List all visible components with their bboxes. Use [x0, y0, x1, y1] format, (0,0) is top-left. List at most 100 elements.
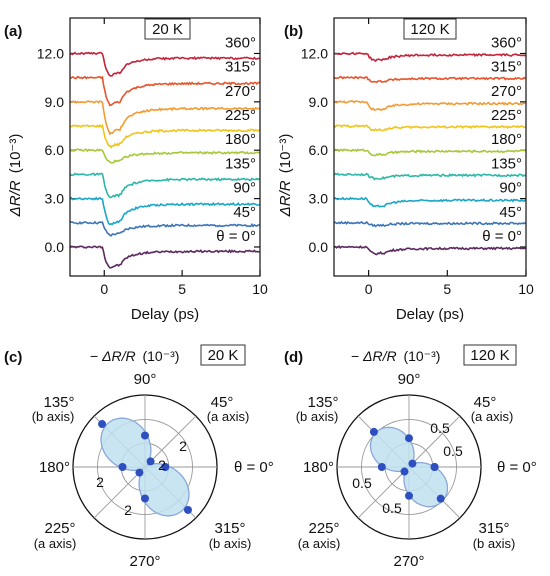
- panel-a-ytick-label: 0.0: [45, 239, 65, 255]
- panel-b-trace: [333, 75, 526, 84]
- panel-b-ytick-label: 6.0: [309, 142, 329, 158]
- panel-a-trace-label: 360°: [225, 34, 256, 51]
- svg-text:ΔR/R (10⁻³): ΔR/R (10⁻³): [277, 134, 294, 218]
- panel-d-data-point: [369, 427, 378, 436]
- panel-a-trace: [70, 100, 260, 136]
- panel-d-title-text: ΔR/R: [362, 348, 397, 364]
- panel-c-title-prefix: −: [90, 348, 98, 364]
- panel-c-data-point: [98, 420, 107, 429]
- panel-a-trace: [69, 51, 260, 77]
- panel-d-title-unit: (10⁻³): [403, 348, 440, 364]
- panel-c-label-225: 225°: [44, 520, 75, 537]
- panel-a-trace: [69, 220, 260, 237]
- panel-a-ytick-label: 9.0: [45, 94, 65, 110]
- panel-c-title-text: ΔR/R: [101, 348, 136, 364]
- panel-c-temp: 20 K: [208, 347, 239, 364]
- panel-d-spoke: [408, 415, 461, 468]
- panel-b-xtick-label: 5: [443, 281, 451, 297]
- panel-b-trace: [333, 124, 526, 132]
- panel-b-ytick-label: 0.0: [309, 239, 329, 255]
- panel-d-data-point: [436, 494, 445, 503]
- panel-d-label-225-axis: (a axis): [298, 536, 341, 551]
- panel-b-trace: [333, 196, 526, 208]
- panel-c-data-point: [183, 505, 192, 514]
- panel-c-title: − ΔR/R (10⁻³): [90, 348, 179, 364]
- panel-c-label-45-axis: (a axis): [207, 409, 250, 424]
- panel-c: (c) − ΔR/R (10⁻³) 20 K 90° 270° θ = 0° 1…: [4, 344, 274, 570]
- panel-a-trace-label: 90°: [233, 180, 256, 197]
- panel-c-label-135: 135°: [43, 394, 74, 411]
- panel-a-trace: [69, 196, 260, 226]
- panel-a-ylabel-unit: (10⁻³): [7, 134, 24, 174]
- panel-c-label-135-axis: (b axis): [32, 409, 75, 424]
- panel-c-label-315: 315°: [214, 520, 245, 537]
- panel-a-trace-label: 225°: [225, 107, 256, 124]
- panel-a-trace: [69, 172, 260, 199]
- panel-a-trace-label: 45°: [233, 204, 256, 221]
- panel-b-ylabel-unit: (10⁻³): [277, 134, 294, 174]
- panel-d-temp-box: [463, 344, 517, 366]
- panel-b-ylabel: ΔR/R (10⁻³): [277, 134, 294, 218]
- panel-b-trace-label: 135°: [491, 155, 522, 172]
- panel-b-frame: [333, 17, 527, 277]
- svg-text:ΔR/R (10⁻³): ΔR/R (10⁻³): [7, 134, 24, 218]
- panel-a-trace: [69, 148, 260, 164]
- panel-d-label-180: 180°: [303, 459, 334, 476]
- panel-d-label-225: 225°: [308, 520, 339, 537]
- panel-a-trace: [69, 123, 260, 149]
- panel-d-label-315: 315°: [478, 520, 509, 537]
- panel-d-data-point: [405, 491, 413, 500]
- panel-d: (d) − ΔR/R (10⁻³) 120 K 90° 270° θ = 0° …: [284, 344, 537, 570]
- panel-c-data-point: [141, 494, 149, 503]
- panel-b-ytick-label: 3.0: [309, 191, 329, 207]
- panel-d-ring-label-3: 0.5: [352, 475, 372, 491]
- panel-c-label-180: 180°: [39, 459, 70, 476]
- panel-c-label-45: 45°: [211, 394, 234, 411]
- panel-a-xtick-label: 5: [178, 281, 186, 297]
- panel-b-trace: [333, 172, 526, 181]
- panel-b-trace-label: 225°: [491, 107, 522, 124]
- panel-a-ylabel: ΔR/R (10⁻³): [7, 134, 24, 218]
- panel-d-data-point: [408, 459, 417, 468]
- panel-d-label-0: θ = 0°: [497, 459, 537, 476]
- panel-c-polar: [72, 394, 218, 540]
- panel-b-xtick-label: 0: [365, 281, 373, 297]
- panel-a-letter: (a): [4, 23, 22, 40]
- panel-c-letter: (c): [4, 349, 22, 366]
- panel-d-ring-label-4: 0.5: [382, 500, 402, 516]
- panel-c-label-270: 270°: [129, 553, 160, 570]
- panel-d-data-point: [400, 467, 409, 476]
- panel-d-polar: [336, 394, 482, 540]
- panel-a-ytick-label: 12.0: [37, 45, 64, 61]
- panel-a-frame: [69, 17, 261, 277]
- panel-b-temp-box: [403, 18, 457, 40]
- panel-c-label-315-axis: (b axis): [209, 536, 252, 551]
- panel-a-ytick-label: 6.0: [45, 142, 65, 158]
- panel-a-trace-label: 135°: [225, 155, 256, 172]
- panel-c-spoke: [144, 415, 197, 468]
- panel-d-letter: (d): [284, 349, 303, 366]
- panel-c-title-unit: (10⁻³): [142, 348, 179, 364]
- panel-b-trace-label: 315°: [491, 59, 522, 76]
- panel-c-data-point: [161, 463, 170, 471]
- panel-b-trace: [333, 100, 526, 112]
- panel-c-ring-label-3: 2: [96, 474, 104, 490]
- panel-c-label-0: θ = 0°: [234, 459, 274, 476]
- panel-d-label-315-axis: (b axis): [473, 536, 516, 551]
- panel-d-ring-label-1: 0.5: [430, 420, 450, 436]
- panel-a-xtick-label: 10: [252, 281, 268, 297]
- panel-a-trace-label: 180°: [225, 131, 256, 148]
- panel-d-label-270: 270°: [393, 553, 424, 570]
- panel-b-plot: 0 5 10 0.0 3.0 6.0 9.0 12.0 θ = 0° 45° 90° 135° 180°…: [301, 18, 534, 297]
- panel-d-label-135-axis: (b axis): [296, 409, 339, 424]
- panel-b-trace: [333, 51, 526, 63]
- panel-d-spoke: [357, 466, 410, 519]
- panel-d-title-prefix: −: [351, 348, 359, 364]
- panel-a-temp: 20 K: [152, 21, 183, 38]
- panel-c-data-point: [118, 463, 127, 471]
- panel-b-trace: [333, 245, 526, 256]
- panel-a-trace-label: 315°: [225, 59, 256, 76]
- panel-a-plot: 0 5 10 0.0 3.0 6.0 9.0 12.0 θ = 0° 45° 90° 135° 180°…: [37, 18, 268, 297]
- panel-b-ylabel-text: ΔR/R: [277, 180, 294, 217]
